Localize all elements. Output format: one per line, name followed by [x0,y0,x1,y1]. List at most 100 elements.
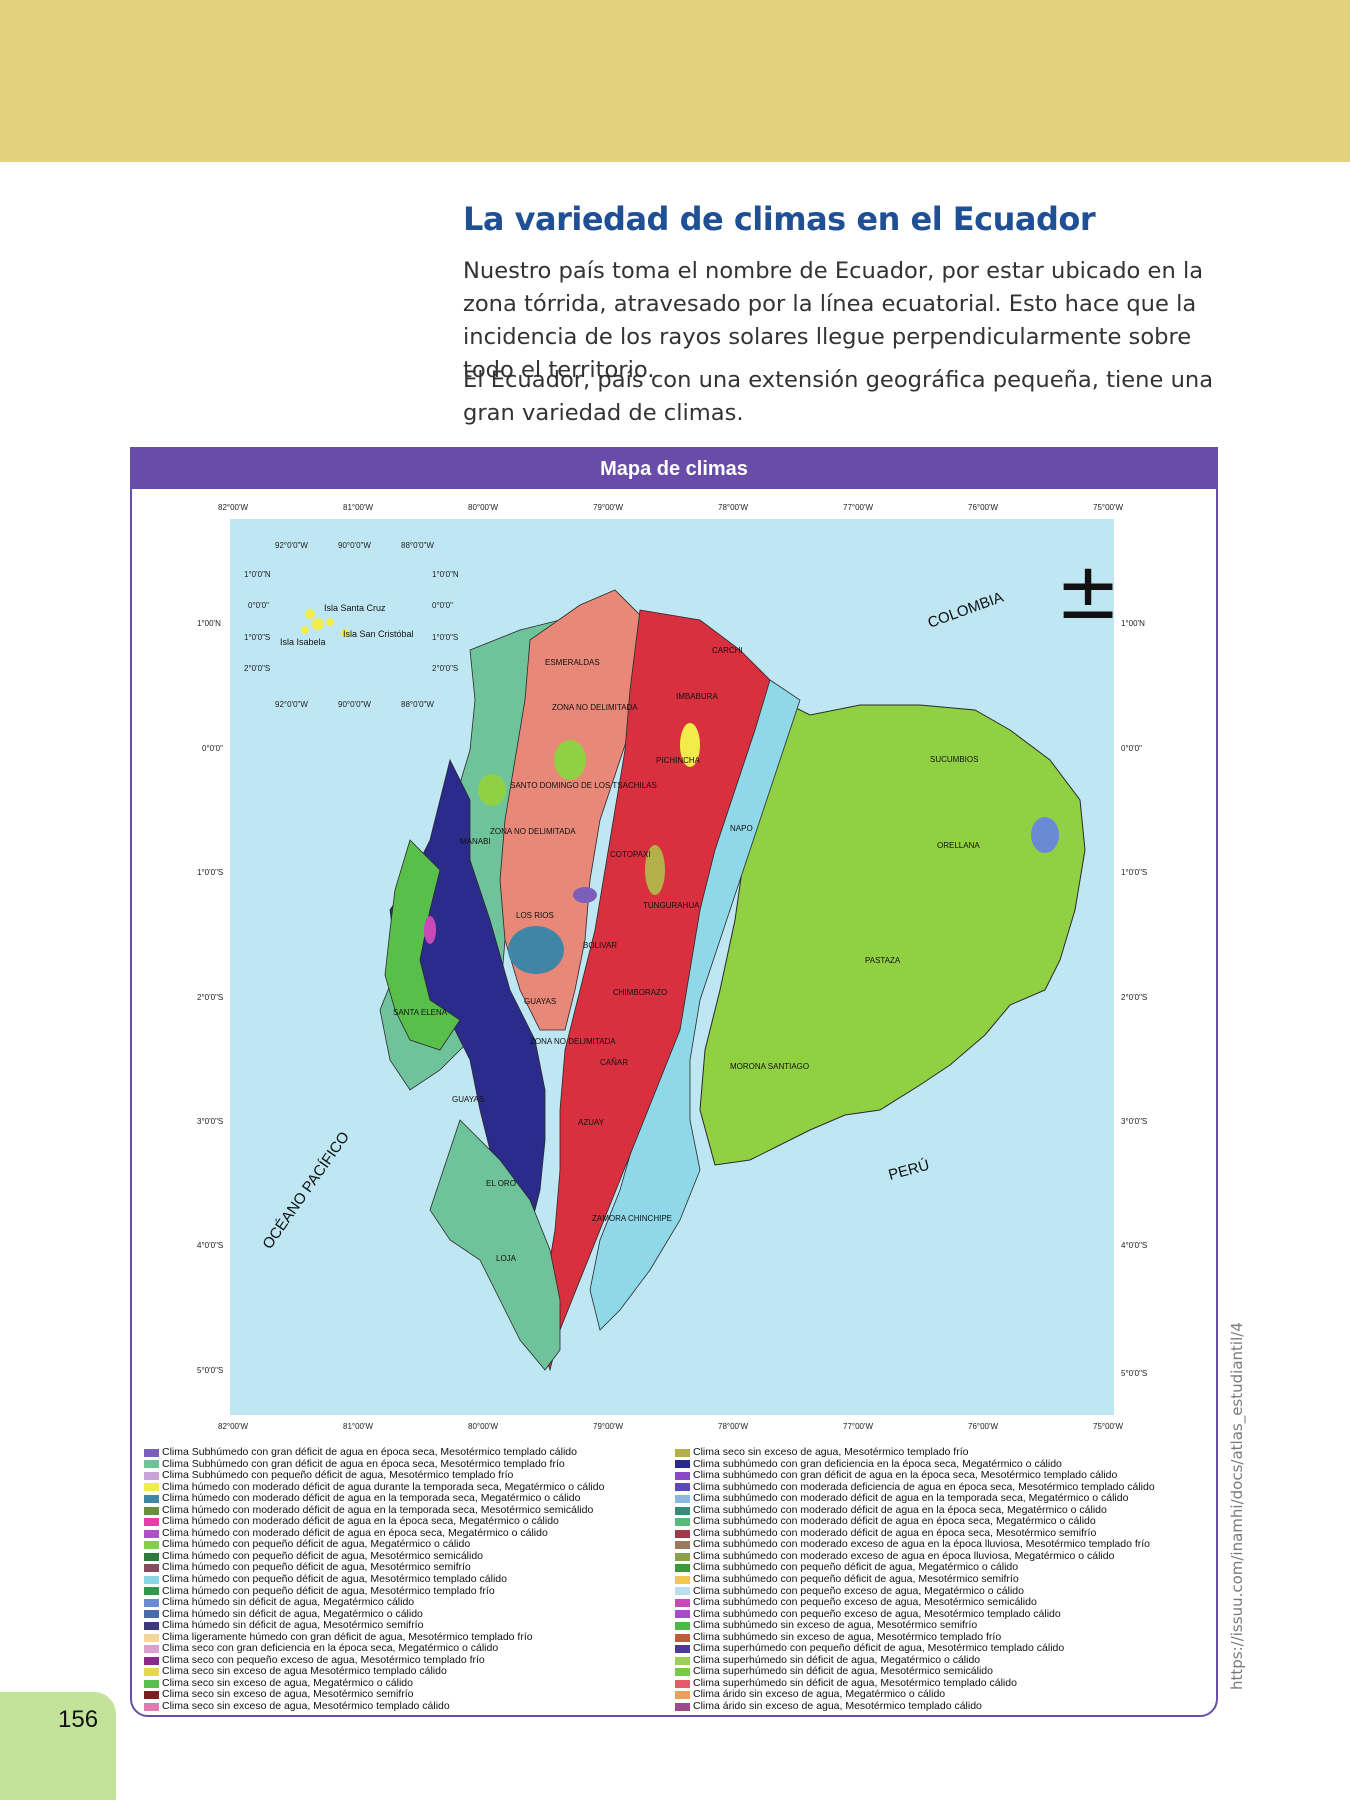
legend-item: Clima seco sin exceso de agua, Mesotérmi… [144,1700,664,1713]
lon-label-bottom: 77°00'W [843,1422,874,1431]
legend-swatch [675,1621,690,1630]
legend-item: Clima subhúmedo con pequeño exceso de ag… [675,1585,1215,1598]
legend-item: Clima subhúmedo con moderado déficit de … [675,1516,1215,1528]
legend-label: Clima húmedo con pequeño déficit de agua… [162,1573,507,1586]
legend-right: Clima seco sin exceso de agua, Mesotérmi… [675,1446,1215,1713]
lon-label-bottom: 82°00'W [218,1422,249,1431]
inset-lat-label-left: 1°0'0"S [244,633,271,642]
lake-east [1031,817,1059,853]
legend-label: Clima subhúmedo sin exceso de agua, Meso… [693,1630,1002,1643]
lon-label-top: 75°00'W [1093,503,1124,512]
legend-swatch [144,1494,159,1503]
legend-label: Clima húmedo con pequeño déficit de agua… [162,1561,471,1574]
legend-label: Clima subhúmedo con pequeño exceso de ag… [693,1607,1061,1620]
lat-label-right: 1°00'N [1121,619,1145,628]
lon-label-bottom: 78°00'W [718,1422,749,1431]
legend-item: Clima húmedo con pequeño déficit de agua… [144,1585,664,1598]
legend-swatch [144,1679,159,1688]
legend-label: Clima superhúmedo sin déficit de agua, M… [693,1676,1017,1689]
lon-label-bottom: 76°00'W [968,1422,999,1431]
legend-label: Clima subhúmedo con moderado déficit de … [693,1526,1097,1539]
inset-lat-label-right: 2°0'0"S [432,664,459,673]
legend-label: Clima seco sin exceso de agua, Mesotérmi… [162,1688,414,1701]
inset-lon-label: 92°0'0"W [275,541,308,550]
province-label: GUAYAS [452,1095,484,1104]
legend-item: Clima húmedo con pequeño déficit de agua… [144,1550,664,1563]
legend-swatch [675,1483,690,1492]
legend-label: Clima Subhúmedo con gran déficit de agua… [162,1457,565,1470]
province-label: MANABI [460,837,491,846]
lon-label-top: 77°00'W [843,503,874,512]
legend-label: Clima seco con gran deficiencia en la ép… [162,1642,499,1655]
legend-item: Clima seco sin exceso de agua, Mesotérmi… [144,1689,664,1701]
spot-purple-1 [573,887,597,903]
province-label: CARCHI [712,646,743,655]
legend-label: Clima húmedo con pequeño déficit de agua… [162,1538,471,1551]
legend-item: Clima subhúmedo con moderado exceso de a… [675,1539,1215,1551]
legend-swatch [144,1575,159,1584]
legend-label: Clima superhúmedo con pequeño déficit de… [693,1642,1065,1655]
spot-olive [645,845,665,895]
legend-item: Clima húmedo sin déficit de agua, Megaté… [144,1608,664,1621]
legend-swatch [144,1656,159,1665]
province-labels: ESMERALDAS CARCHI IMBABURA ZONA NO DELIM… [393,646,980,1263]
lat-label-left: 2°0'0"S [197,993,224,1002]
legend-item: Clima seco sin exceso de agua, Megatérmi… [144,1677,664,1690]
legend-swatch [144,1541,159,1550]
lat-label-left: 5°0'0"S [197,1366,224,1375]
province-label: EL ORO [486,1179,516,1188]
legend-item: Clima húmedo con pequeño déficit de agua… [144,1562,664,1574]
legend-swatch [144,1691,159,1700]
inset-lon-label: 92°0'0"W [275,700,308,709]
legend-swatch [675,1494,690,1503]
legend-item: Clima superhúmedo sin déficit de agua, M… [675,1654,1215,1667]
inset-lat-label-left: 0°0'0" [248,601,269,610]
legend-label: Clima húmedo sin déficit de agua, Megaté… [162,1596,415,1609]
legend-swatch [675,1633,690,1642]
lon-label-bottom: 75°00'W [1093,1422,1124,1431]
province-label: SANTA ELENA [393,1008,448,1017]
legend-label: Clima subhúmedo con gran deficiencia en … [693,1457,1062,1470]
legend-item: Clima húmedo con moderado déficit de agu… [144,1504,664,1517]
legend-item: Clima subhúmedo con pequeño exceso de ag… [675,1597,1215,1609]
legend-label: Clima húmedo con moderado déficit de agu… [162,1526,548,1539]
legend-swatch [675,1460,690,1469]
legend-swatch [675,1575,690,1584]
legend-label: Clima subhúmedo con pequeño exceso de ag… [693,1596,1037,1609]
legend-item: Clima superhúmedo sin déficit de agua, M… [675,1666,1215,1678]
label-isla-san-cristobal: Isla San Cristóbal [343,629,414,639]
legend-swatch [144,1645,159,1654]
inset-lat-label-left: 2°0'0"S [244,664,271,673]
lat-label-right: 4°0'0"S [1121,1241,1148,1250]
legend-label: Clima seco con pequeño exceso de agua, M… [162,1653,485,1666]
legend-swatch [675,1448,690,1457]
lon-label-bottom: 81°00'W [343,1422,374,1431]
legend-label: Clima árido sin exceso de agua, Mesotérm… [693,1700,982,1713]
legend-label: Clima Subhúmedo con gran déficit de agua… [162,1446,577,1458]
province-label: CAÑAR [600,1058,628,1067]
legend-item: Clima subhúmedo con gran déficit de agua… [675,1470,1215,1482]
legend-label: Clima subhúmedo con moderado déficit de … [693,1503,1107,1516]
lat-label-right: 2°0'0"S [1121,993,1148,1002]
intro-paragraph: Nuestro país toma el nombre de Ecuador, … [463,258,1204,383]
source-url[interactable]: https://issuu.com/inamhi/docs/atlas_estu… [1228,1322,1246,1690]
legend-swatch [675,1598,690,1607]
inset-lon-label: 88°0'0"W [401,541,434,550]
legend-swatch [675,1691,690,1700]
legend-item: Clima superhúmedo con pequeño déficit de… [675,1643,1215,1655]
legend-label: Clima húmedo con moderado déficit de agu… [162,1480,605,1493]
legend-label: Clima subhúmedo con moderado exceso de a… [693,1538,1151,1551]
legend-item: Clima húmedo sin déficit de agua, Megaté… [144,1597,664,1609]
legend-item: Clima húmedo con moderado déficit de agu… [144,1516,664,1528]
legend-item: Clima Subhúmedo con gran déficit de agua… [144,1446,664,1459]
legend-item: Clima subhúmedo con gran deficiencia en … [675,1457,1215,1471]
lon-label-top: 76°00'W [968,503,999,512]
legend-swatch [144,1598,159,1607]
province-label: SANTO DOMINGO DE LOS TSACHILAS [510,781,657,790]
legend-item: Clima Subhúmedo con pequeño déficit de a… [144,1470,664,1482]
region-santa-elena [384,839,461,1051]
legend-label: Clima húmedo con moderado déficit de agu… [162,1515,559,1528]
legend-item: Clima seco sin exceso de agua Mesotérmic… [144,1666,664,1678]
legend-item: Clima subhúmedo con pequeño déficit de a… [675,1573,1215,1586]
